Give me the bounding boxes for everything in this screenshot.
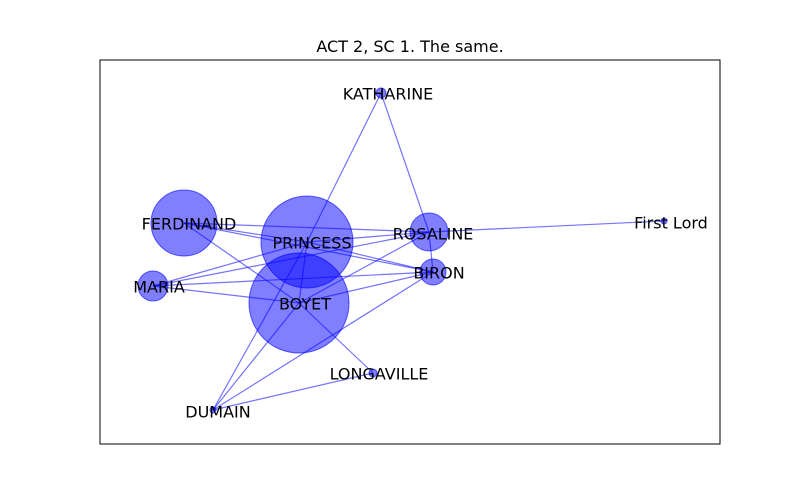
node-firstlord: [660, 217, 668, 225]
edges-layer: [152, 92, 665, 411]
node-rosaline: [409, 212, 449, 252]
node-maria: [137, 270, 169, 302]
node-dumain: [209, 406, 217, 414]
node-label-biron: BIRON: [413, 264, 464, 283]
node-label-ferdinand: FERDINAND: [142, 215, 237, 234]
edge-katharine-rosaline: [380, 92, 430, 233]
plot-frame: [99, 59, 721, 445]
node-ferdinand: [150, 189, 218, 257]
labels-layer: KATHARINE FERDINAND PRINCESS ROSALINE First …: [133, 85, 708, 422]
node-label-maria: MARIA: [133, 278, 185, 297]
node-boyet: [248, 252, 350, 354]
node-label-dumain: DUMAIN: [185, 403, 250, 422]
figure-title: ACT 2, SC 1. The same.: [316, 37, 503, 56]
node-label-katharine: KATHARINE: [343, 85, 434, 104]
node-label-boyet: BOYET: [279, 295, 331, 314]
edge-rosaline-firstlord: [428, 220, 665, 233]
edge-longaville-dumain: [212, 372, 374, 411]
nodes-layer: [137, 87, 668, 414]
node-label-firstlord: First Lord: [634, 214, 708, 233]
node-katharine: [375, 87, 387, 99]
node-label-longaville: LONGAVILLE: [330, 365, 429, 384]
node-biron: [419, 258, 447, 286]
node-label-rosaline: ROSALINE: [393, 225, 474, 244]
node-label-princess: PRINCESS: [272, 234, 351, 253]
node-longaville: [368, 368, 378, 378]
